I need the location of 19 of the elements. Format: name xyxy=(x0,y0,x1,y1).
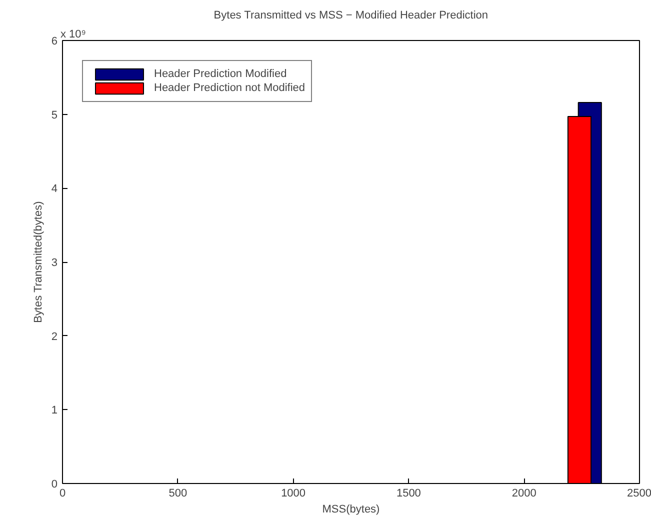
legend-label: Header Prediction not Modified xyxy=(154,82,306,94)
x-axis-title: MSS(bytes) xyxy=(322,504,380,516)
y-tick-label: 6 xyxy=(51,36,58,48)
x-tick-label: 1500 xyxy=(396,488,421,500)
y-tick-label: 4 xyxy=(51,183,58,196)
y-tick-label: 5 xyxy=(51,109,58,122)
x-tick-label: 1000 xyxy=(281,488,306,500)
text: x 10⁹ xyxy=(60,28,86,40)
y-tick-label: 3 xyxy=(51,257,58,269)
y-tick-label: 2 xyxy=(51,330,58,343)
legend-label: Header Prediction Modified xyxy=(154,68,287,80)
y-axis-title: Bytes Transmitted(bytes) xyxy=(32,201,44,323)
y-tick-label: 0 xyxy=(51,478,58,490)
x-tick-label: 2000 xyxy=(512,488,536,500)
x-tick-label: 500 xyxy=(168,488,188,500)
x-tick-label: 0 xyxy=(59,488,66,500)
chart-title: Bytes Transmitted vs MSS − Modified Header Prediction xyxy=(214,10,488,22)
y-tick-label: 1 xyxy=(51,404,58,417)
x-tick-label: 2500 xyxy=(627,488,651,500)
